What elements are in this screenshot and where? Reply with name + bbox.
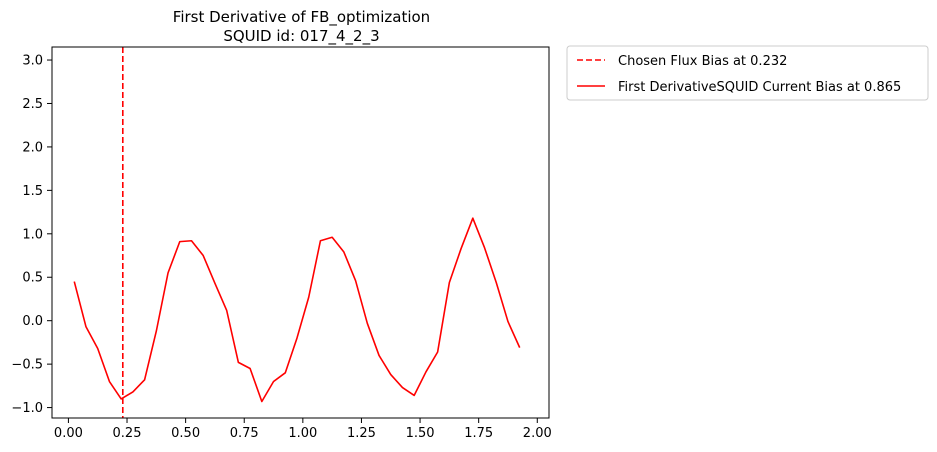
y-tick-label: −1.0 <box>11 401 43 416</box>
x-tick-label: 1.50 <box>406 426 435 441</box>
legend-label-chosen-flux-bias: Chosen Flux Bias at 0.232 <box>618 54 787 69</box>
x-tick-label: 1.25 <box>347 426 376 441</box>
y-tick-label: 3.0 <box>22 54 43 69</box>
y-tick-label: 2.5 <box>22 97 43 112</box>
chart-subtitle: SQUID id: 017_4_2_3 <box>223 27 379 46</box>
legend: Chosen Flux Bias at 0.232 First Derivati… <box>566 45 929 101</box>
chart-title: First Derivative of FB_optimization <box>173 8 430 27</box>
x-tick-label: 1.75 <box>464 426 493 441</box>
first-derivative-series-line <box>73 217 521 403</box>
axes-frame <box>51 46 550 419</box>
y-tick-label: 0.5 <box>22 271 43 286</box>
y-tick-label: 2.0 <box>22 140 43 155</box>
y-tick-label: 1.5 <box>22 184 43 199</box>
y-tick-label: −0.5 <box>11 358 43 373</box>
legend-label-first-derivative: First DerivativeSQUID Current Bias at 0.… <box>618 80 901 95</box>
plot-area <box>73 47 521 418</box>
y-tick-label: 0.0 <box>22 314 43 329</box>
x-tick-label: 0.75 <box>230 426 259 441</box>
x-tick-label: 0.00 <box>54 426 83 441</box>
x-tick-label: 0.25 <box>113 426 142 441</box>
x-tick-label: 0.50 <box>171 426 200 441</box>
y-axis: −1.0 −0.5 0.0 0.5 1.0 1.5 2.0 2.5 3.0 <box>11 54 52 416</box>
y-tick-label: 1.0 <box>22 227 43 242</box>
x-tick-label: 2.00 <box>523 426 552 441</box>
legend-frame <box>566 45 929 101</box>
x-axis: 0.00 0.25 0.50 0.75 1.00 1.25 1.50 1.75 2.00 <box>54 418 552 441</box>
x-tick-label: 1.00 <box>288 426 317 441</box>
